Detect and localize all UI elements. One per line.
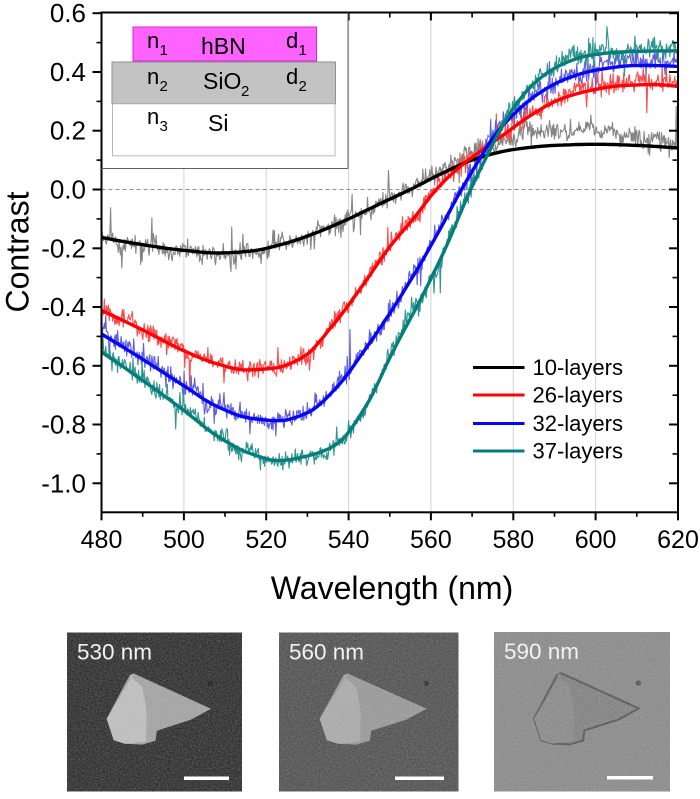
svg-text:SiO: SiO [203, 68, 241, 94]
svg-text:-0.6: -0.6 [41, 351, 86, 381]
svg-text:37-layers: 37-layers [533, 439, 623, 464]
svg-text:-0.2: -0.2 [41, 233, 86, 263]
svg-text:530 nm: 530 nm [77, 640, 152, 665]
svg-text:Wavelength (nm): Wavelength (nm) [271, 570, 513, 606]
svg-text:n: n [147, 64, 159, 89]
svg-text:480: 480 [81, 526, 123, 554]
svg-text:590 nm: 590 nm [504, 639, 579, 664]
svg-text:0.6: 0.6 [50, 0, 86, 28]
svg-text:d: d [286, 64, 298, 89]
svg-text:-1.0: -1.0 [41, 468, 86, 498]
svg-text:3: 3 [160, 118, 168, 135]
svg-text:1: 1 [299, 42, 307, 59]
svg-text:n: n [147, 28, 159, 53]
svg-text:560 nm: 560 nm [289, 640, 364, 665]
svg-text:0.2: 0.2 [50, 116, 86, 146]
svg-text:2: 2 [160, 78, 168, 95]
svg-text:580: 580 [492, 526, 534, 554]
svg-text:0.0: 0.0 [50, 175, 86, 205]
svg-text:1: 1 [160, 42, 168, 59]
svg-text:600: 600 [575, 526, 617, 554]
svg-text:620: 620 [657, 526, 699, 554]
svg-text:-0.4: -0.4 [41, 292, 86, 322]
svg-text:540: 540 [328, 526, 370, 554]
svg-text:500: 500 [163, 526, 205, 554]
svg-text:26-layers: 26-layers [533, 383, 623, 408]
svg-text:-0.8: -0.8 [41, 410, 86, 440]
svg-text:n: n [147, 104, 159, 129]
svg-text:560: 560 [410, 526, 452, 554]
svg-text:520: 520 [245, 526, 287, 554]
svg-text:32-layers: 32-layers [533, 411, 623, 436]
svg-text:d: d [286, 28, 298, 53]
svg-text:2: 2 [299, 78, 307, 95]
svg-text:0.4: 0.4 [50, 57, 86, 87]
svg-text:Contrast: Contrast [0, 191, 36, 312]
svg-text:Si: Si [208, 110, 228, 136]
svg-text:2: 2 [241, 83, 249, 100]
svg-text:10-layers: 10-layers [533, 355, 623, 380]
svg-text:hBN: hBN [201, 33, 246, 59]
